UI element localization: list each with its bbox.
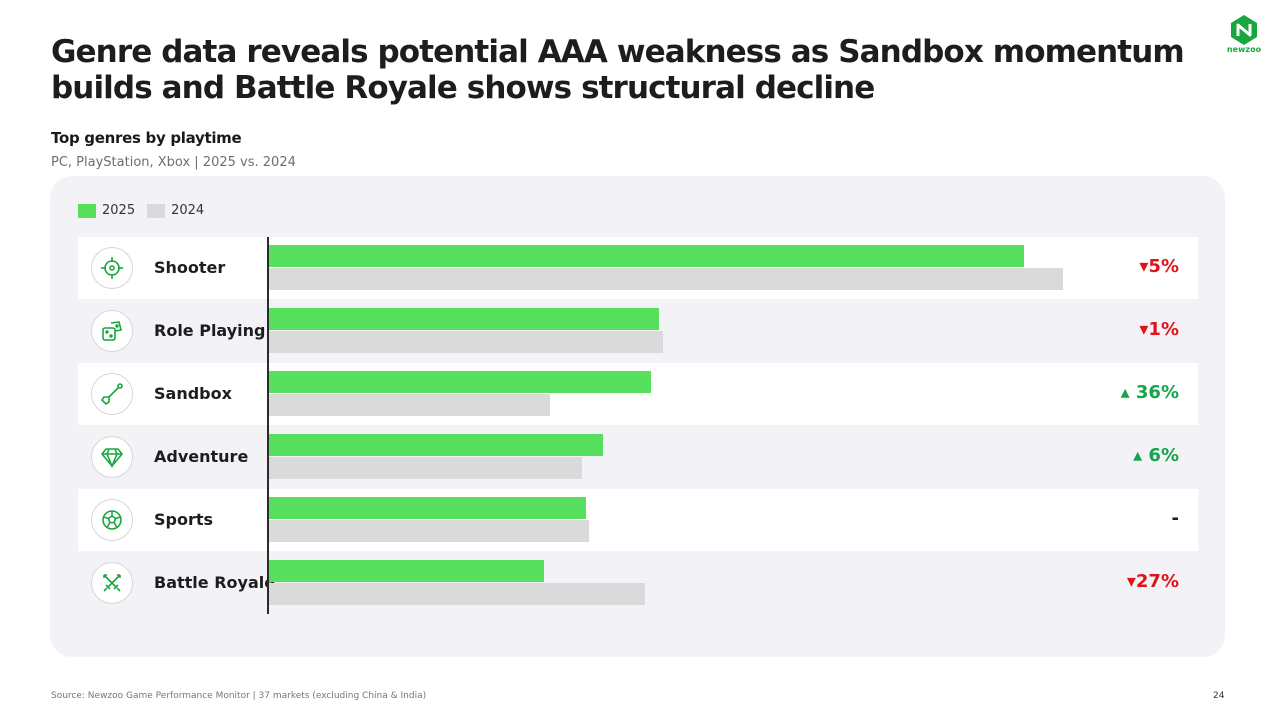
category-label-shooter: Shooter — [154, 258, 226, 277]
bar-2025-battle-royale — [268, 560, 544, 582]
bar-2024-sandbox — [268, 394, 550, 416]
change-label-battle-royale: ▾27% — [1126, 571, 1179, 592]
chart-axis-line — [267, 237, 269, 614]
chart-title: Top genres by playtime — [51, 129, 242, 147]
bar-2024-role-playing — [268, 331, 663, 353]
legend-item-2025: 2025 — [78, 203, 135, 218]
category-label-adventure: Adventure — [154, 447, 249, 466]
category-icon-sandbox — [91, 373, 133, 415]
category-label-sandbox: Sandbox — [154, 384, 232, 403]
logo-wordmark: newzoo — [1226, 45, 1262, 54]
category-icon-shooter — [91, 247, 133, 289]
chart-legend: 2025 2024 — [78, 203, 216, 218]
legend-label-2024: 2024 — [171, 203, 205, 218]
change-label-sandbox: ▴ 36% — [1120, 382, 1179, 403]
bar-2025-adventure — [268, 434, 603, 456]
category-label-sports: Sports — [154, 510, 214, 529]
source-note: Source: Newzoo Game Performance Monitor … — [51, 691, 427, 701]
category-icon-sports — [91, 499, 133, 541]
chart-subtitle: PC, PlayStation, Xbox | 2025 vs. 2024 — [51, 155, 296, 170]
legend-swatch-2025 — [78, 203, 96, 218]
bar-2025-sandbox — [268, 371, 652, 393]
page-title: Genre data reveals potential AAA weaknes… — [51, 34, 1185, 106]
category-label-battle-royale: Battle Royale — [154, 573, 276, 592]
category-label-role-playing: Role Playing — [154, 321, 266, 340]
category-icon-role-playing — [91, 310, 133, 352]
change-label-role-playing: ▾1% — [1139, 319, 1179, 340]
change-label-adventure: ▴ 6% — [1133, 445, 1179, 466]
change-label-sports: - — [1171, 508, 1179, 529]
page-number: 24 — [1213, 691, 1225, 701]
bar-2024-shooter — [268, 268, 1064, 290]
category-icon-battle-royale — [91, 562, 133, 604]
bar-2025-shooter — [268, 245, 1024, 267]
bar-2024-adventure — [268, 457, 583, 479]
legend-item-2024: 2024 — [147, 203, 204, 218]
bar-2024-sports — [268, 520, 589, 542]
newzoo-logo: newzoo — [1224, 14, 1264, 60]
row-background-sports — [78, 489, 1198, 551]
category-icon-adventure — [91, 436, 133, 478]
bar-2024-battle-royale — [268, 583, 646, 605]
bar-2025-sports — [268, 497, 587, 519]
legend-swatch-2024 — [147, 203, 166, 218]
bar-2025-role-playing — [268, 308, 659, 330]
change-label-shooter: ▾5% — [1139, 256, 1179, 277]
legend-label-2025: 2025 — [102, 203, 136, 218]
